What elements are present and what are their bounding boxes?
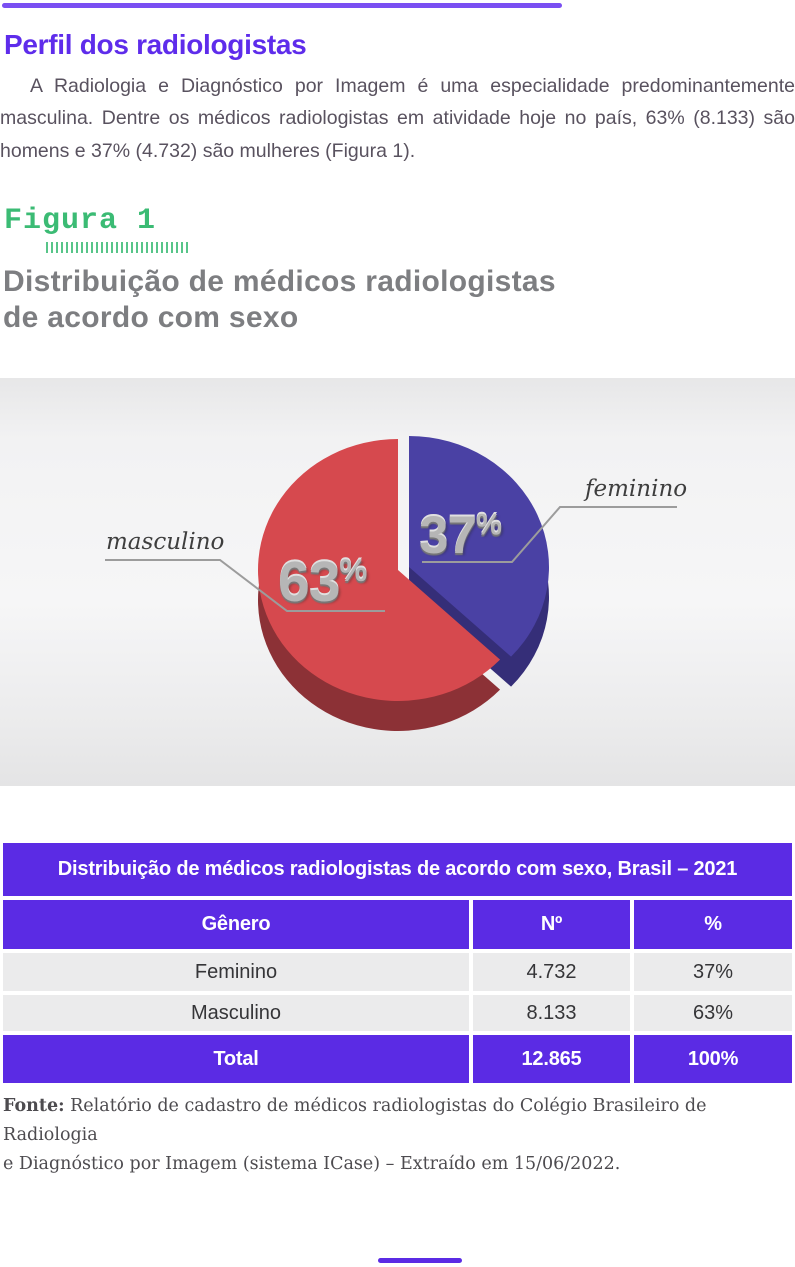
source-note: Fonte: Relatório de cadastro de médicos … — [3, 1092, 763, 1179]
pie-slice-masculino — [257, 439, 501, 701]
source-text-line2: e Diagnóstico por Imagem (sistema ICase)… — [3, 1154, 621, 1174]
table-cell-masculino-gender: Masculino — [3, 995, 469, 1031]
figure-label: Figura 1 — [4, 204, 157, 238]
top-accent-line — [2, 3, 562, 8]
table-title: Distribuição de médicos radiologistas de… — [3, 843, 792, 896]
intro-paragraph: A Radiologia e Diagnóstico por Imagem é … — [0, 74, 795, 162]
figure-ticks-decoration — [46, 242, 188, 253]
table-cell-feminino-gender: Feminino — [3, 953, 469, 991]
table-total-n: 12.865 — [473, 1035, 630, 1083]
source-text-line1: Relatório de cadastro de médicos radiolo… — [3, 1096, 707, 1145]
leader-line-feminino — [422, 506, 677, 563]
pie-chart-figure: masculino feminino 63% 37% — [0, 378, 795, 786]
page-title: Perfil dos radiologistas — [4, 28, 307, 60]
pie-label-masculino: masculino — [106, 529, 225, 555]
pie-value-feminino-number: 37 — [419, 506, 477, 565]
table-cell-masculino-n: 8.133 — [473, 995, 630, 1031]
table-cell-feminino-n: 4.732 — [473, 953, 630, 991]
pie-slice-feminino — [409, 436, 549, 657]
figure-subtitle-line2: de acordo com sexo — [3, 301, 299, 334]
figure-subtitle: Distribuição de médicos radiologistas de… — [3, 264, 623, 336]
source-label: Fonte: — [3, 1096, 65, 1116]
pie-chart-svg — [105, 436, 677, 731]
table-cell-feminino-pct: 37% — [634, 953, 792, 991]
pie-value-masculino: 63% — [278, 554, 367, 611]
leader-line-masculino — [105, 559, 385, 612]
pie-value-feminino-percent-sign: % — [475, 509, 502, 542]
bottom-accent-line — [378, 1258, 462, 1263]
table-cell-masculino-pct: 63% — [634, 995, 792, 1031]
table-total-pct: 100% — [634, 1035, 792, 1083]
table-total-label: Total — [3, 1035, 469, 1083]
table-header-pct: % — [634, 900, 792, 949]
table-header-genero: Gênero — [3, 900, 469, 949]
pie-value-masculino-number: 63 — [278, 550, 340, 614]
table-header-n: Nº — [473, 900, 630, 949]
pie-value-feminino: 37% — [419, 509, 502, 562]
pie-value-masculino-percent-sign: % — [339, 553, 368, 588]
figure-subtitle-line1: Distribuição de médicos radiologistas — [3, 265, 556, 298]
data-table: Distribuição de médicos radiologistas de… — [3, 843, 792, 1083]
pie-label-feminino: feminino — [585, 476, 688, 502]
